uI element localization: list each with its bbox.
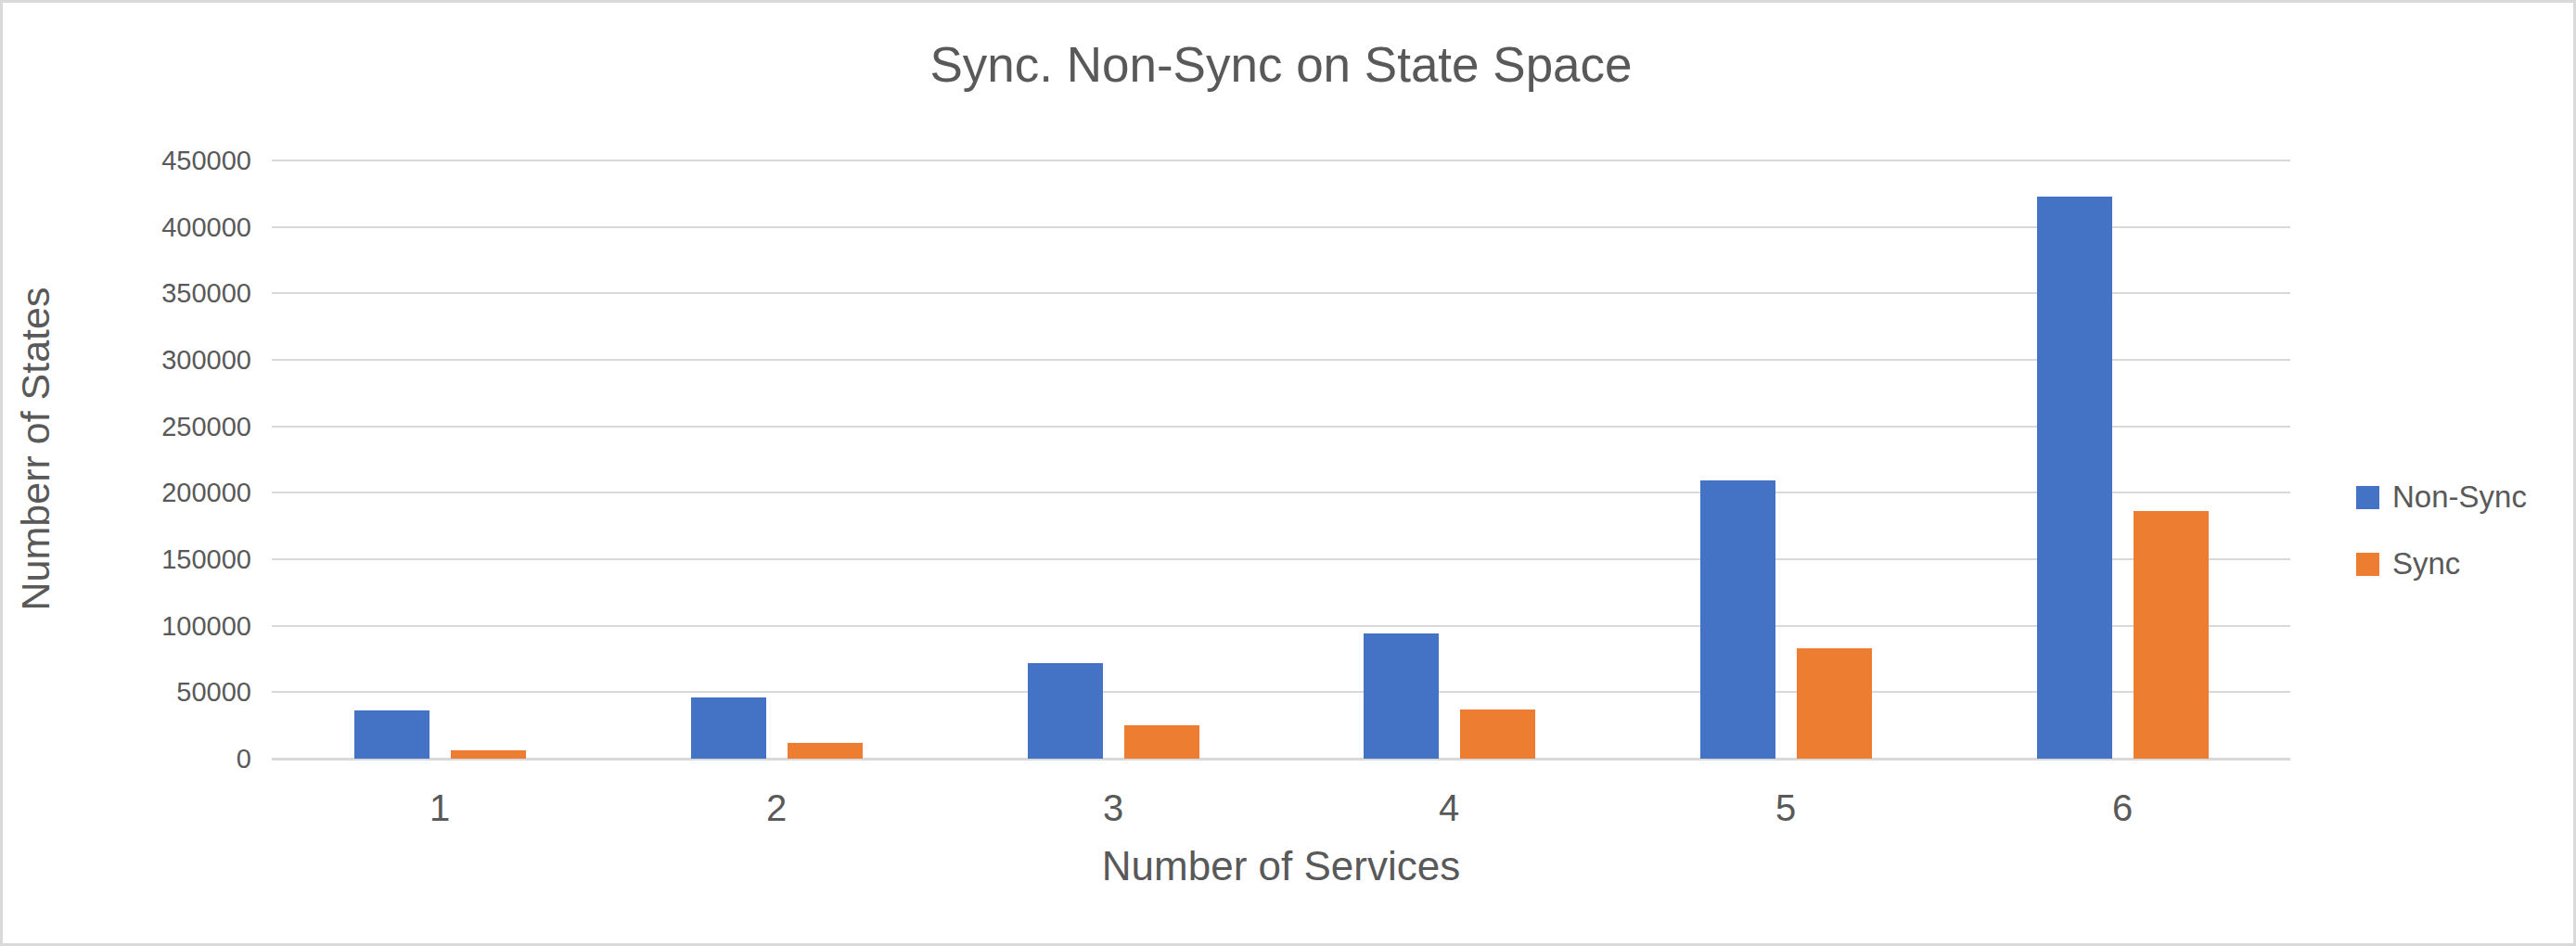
chart-title: Sync. Non-Sync on State Space	[272, 36, 2290, 93]
gridline	[272, 292, 2290, 294]
legend-item-non-sync: Non-Sync	[2356, 479, 2527, 515]
legend-swatch-icon	[2356, 553, 2379, 576]
gridline	[272, 558, 2290, 560]
x-axis-tick-label: 3	[1057, 787, 1169, 829]
chart-canvas: Sync. Non-Sync on State Space Numberr of…	[0, 0, 2576, 946]
y-axis-tick-label: 400000	[3, 210, 251, 245]
y-axis-tick-label: 300000	[3, 342, 251, 377]
x-axis-tick-label: 2	[721, 787, 832, 829]
x-axis-tick-label: 1	[384, 787, 495, 829]
legend-label: Sync	[2392, 546, 2460, 582]
bar-non-sync-cat4	[1364, 633, 1439, 759]
y-axis-tick-labels: 0500001000001500002000002500003000003500…	[3, 160, 251, 759]
x-axis-line	[272, 758, 2290, 761]
bar-non-sync-cat2	[691, 697, 766, 759]
y-axis-tick-label: 100000	[3, 608, 251, 644]
legend-swatch-icon	[2356, 486, 2379, 509]
x-axis-tick-label: 4	[1393, 787, 1505, 829]
y-axis-tick-label: 350000	[3, 275, 251, 311]
y-axis-tick-label: 250000	[3, 409, 251, 444]
gridline	[272, 160, 2290, 161]
bar-sync-cat3	[1124, 725, 1199, 759]
x-axis-tick-labels: 1 2 3 4 5 6	[272, 787, 2290, 834]
gridline	[272, 691, 2290, 693]
bar-sync-cat5	[1797, 648, 1872, 759]
gridline	[272, 492, 2290, 493]
y-axis-tick-label: 450000	[3, 143, 251, 178]
legend-label: Non-Sync	[2392, 479, 2527, 515]
y-axis-tick-label: 200000	[3, 475, 251, 510]
y-axis-tick-label: 150000	[3, 542, 251, 577]
bar-sync-cat1	[451, 750, 526, 759]
y-axis-tick-label: 50000	[3, 674, 251, 710]
legend-item-sync: Sync	[2356, 546, 2527, 582]
legend: Non-Sync Sync	[2356, 479, 2527, 582]
bar-non-sync-cat3	[1028, 663, 1103, 759]
gridline	[272, 226, 2290, 228]
x-axis-tick-label: 5	[1730, 787, 1841, 829]
bar-sync-cat2	[788, 743, 863, 759]
gridline	[272, 359, 2290, 361]
bar-sync-cat4	[1460, 710, 1535, 759]
y-axis-tick-label: 0	[3, 741, 251, 776]
gridline	[272, 625, 2290, 627]
gridline	[272, 426, 2290, 428]
bar-non-sync-cat1	[354, 710, 429, 759]
x-axis-title: Number of Services	[272, 843, 2290, 889]
bar-sync-cat6	[2134, 511, 2209, 759]
x-axis-tick-label: 6	[2067, 787, 2178, 829]
bar-non-sync-cat5	[1700, 480, 1775, 759]
bar-non-sync-cat6	[2037, 197, 2112, 759]
plot-area	[272, 160, 2290, 759]
